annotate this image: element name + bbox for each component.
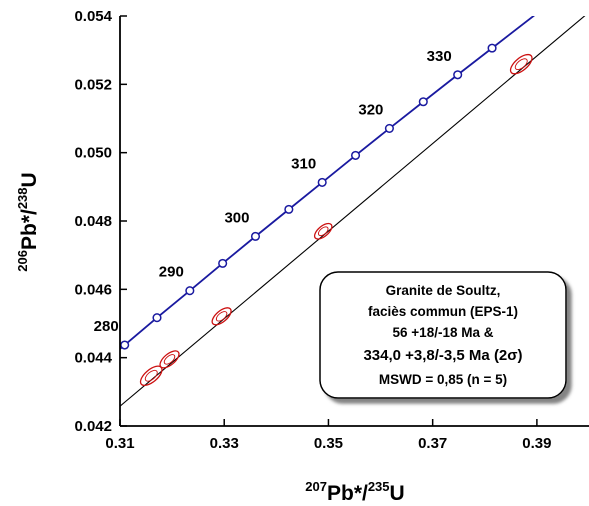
- concordia-age-label: 330: [427, 48, 452, 65]
- concordia-age-marker: [350, 150, 361, 160]
- concordia-age-marker: [487, 43, 497, 53]
- x-tick-label: 0.35: [314, 435, 343, 452]
- x-tick-label: 0.31: [105, 435, 134, 452]
- y-axis-ticks: 0.042 0.044 0.046 0.048 0.050 0.052 0.054: [74, 8, 127, 435]
- x-axis-title-isotope-b: 235: [368, 479, 390, 494]
- annotation-box: Granite de Soultz, faciès commun (EPS-1)…: [319, 271, 567, 399]
- concordia-age-marker: [418, 97, 428, 107]
- plot-area: [120, 16, 586, 407]
- x-axis-title: 207Pb*/235U: [305, 479, 404, 505]
- concordia-age-marker: [384, 123, 394, 133]
- x-axis-title-element-b: U: [390, 482, 405, 505]
- concordia-age-label: 310: [291, 155, 316, 172]
- y-tick-label: 0.054: [74, 8, 112, 25]
- annotation-line-4: 334,0 +3,8/-3,5 Ma (2σ): [363, 347, 522, 364]
- x-axis-ticks: 0.31 0.33 0.35 0.37 0.39: [105, 419, 551, 452]
- x-tick-label: 0.39: [522, 435, 551, 452]
- annotation-line-2: faciès commun (EPS-1): [368, 304, 518, 319]
- discordia-line: [120, 16, 586, 407]
- concordia-age-label: 300: [224, 209, 249, 226]
- error-ellipse-inner: [144, 369, 158, 382]
- annotation-line-5: MSWD = 0,85 (n = 5): [379, 372, 507, 387]
- error-ellipse: [509, 53, 533, 75]
- y-tick-label: 0.042: [74, 418, 112, 435]
- concordia-age-label: 280: [94, 318, 119, 335]
- y-tick-label: 0.046: [74, 281, 112, 298]
- y-axis-title-element-a: Pb*/: [18, 209, 41, 250]
- error-ellipse: [159, 350, 180, 369]
- y-axis-title-element-b: U: [18, 172, 41, 187]
- concordia-curve: [120, 16, 535, 351]
- y-axis-title: 206Pb*/238U: [15, 172, 41, 271]
- concordia-age-marker: [185, 286, 195, 296]
- error-ellipse-inner: [514, 58, 528, 71]
- concordia-age-marker: [453, 70, 463, 80]
- concordia-age-marker: [152, 313, 162, 323]
- y-axis-title-isotope-b: 238: [15, 187, 30, 209]
- concordia-age-marker: [317, 177, 327, 187]
- concordia-age-label: 320: [358, 101, 383, 118]
- x-axis-title-element-a: Pb*/: [327, 482, 368, 505]
- y-tick-label: 0.048: [74, 213, 112, 230]
- concordia-age-label: 290: [159, 264, 184, 281]
- annotation-line-3: 56 +18/-18 Ma &: [393, 325, 494, 340]
- error-ellipse-inner: [163, 354, 176, 365]
- error-ellipse-inner: [215, 311, 228, 322]
- error-ellipse: [313, 222, 333, 240]
- x-tick-label: 0.33: [210, 435, 239, 452]
- annotation-frame: [319, 271, 567, 399]
- annotation-line-1: Granite de Soultz,: [386, 283, 501, 298]
- y-tick-label: 0.050: [74, 145, 112, 162]
- error-ellipse-inner: [317, 226, 329, 237]
- y-axis-title-isotope-a: 206: [15, 250, 30, 272]
- error-ellipse: [211, 307, 232, 326]
- y-tick-label: 0.052: [74, 76, 112, 93]
- y-tick-label: 0.044: [74, 350, 112, 367]
- concordia-age-marker: [284, 204, 294, 214]
- x-axis-title-isotope-a: 207: [305, 479, 327, 494]
- concordia-age-marker: [218, 258, 228, 268]
- age-labels: 280 290 300 310 320 330: [94, 48, 452, 335]
- x-tick-label: 0.37: [418, 435, 447, 452]
- concordia-age-marker: [120, 340, 130, 350]
- concordia-age-marker: [250, 231, 261, 241]
